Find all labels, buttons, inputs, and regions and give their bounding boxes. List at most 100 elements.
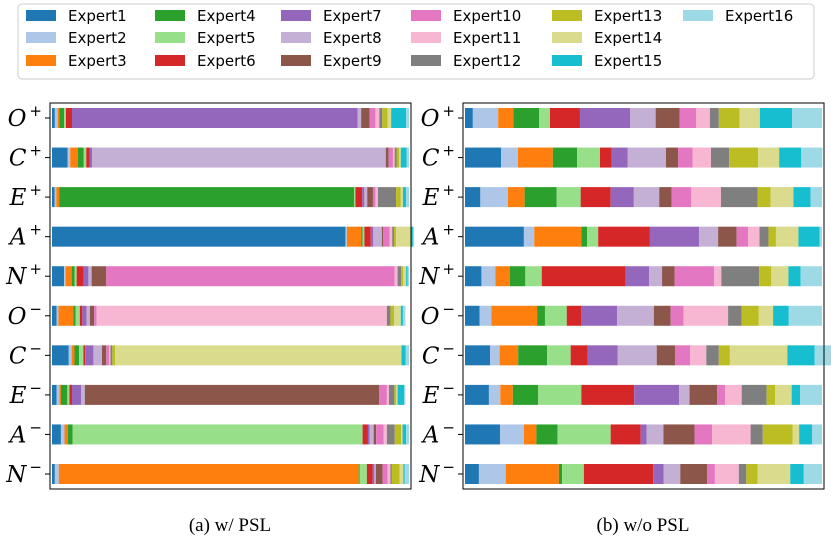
legend-swatch-expert7 bbox=[281, 10, 311, 21]
bar-eminus-expert6 bbox=[581, 384, 635, 405]
bar-nplus-expert6 bbox=[541, 266, 626, 287]
bar-nplus-expert9 bbox=[91, 266, 107, 287]
bar-aplus-expert2 bbox=[523, 226, 535, 247]
bar-aplus-expert16 bbox=[819, 226, 822, 247]
bar-eplus-expert14 bbox=[770, 187, 794, 208]
bar-oplus-expert16 bbox=[406, 108, 409, 128]
bar-eplus-expert6 bbox=[355, 187, 363, 208]
bar-nplus-expert8 bbox=[88, 266, 92, 287]
bar-aplus-expert7 bbox=[370, 226, 374, 247]
bar-nplus-expert14 bbox=[403, 266, 407, 287]
bar-aplus-expert12 bbox=[759, 226, 769, 247]
bar-eplus-expert2 bbox=[54, 187, 57, 208]
legend-label-expert14: Expert14 bbox=[594, 29, 662, 47]
bar-cplus-expert15 bbox=[779, 147, 802, 168]
bar-eminus-expert4 bbox=[60, 384, 68, 405]
bar-nminus-expert11 bbox=[714, 464, 739, 484]
bar-oplus-expert7 bbox=[71, 108, 358, 128]
bar-oplus-expert8 bbox=[630, 108, 656, 128]
bar-aplus-expert14 bbox=[396, 226, 412, 247]
bar-nminus-expert16 bbox=[803, 464, 822, 484]
bar-eminus-expert5 bbox=[67, 384, 70, 405]
bar-eminus-expert10 bbox=[379, 384, 387, 405]
bar-eminus-expert8 bbox=[81, 384, 85, 405]
bar-aminus-expert2 bbox=[60, 424, 65, 445]
bar-oplus-expert6 bbox=[549, 108, 580, 128]
bar-eminus-expert15 bbox=[397, 384, 405, 405]
bar-oplus-expert13 bbox=[382, 108, 388, 128]
plot-frame-b bbox=[462, 102, 825, 490]
bar-ominus-expert12 bbox=[728, 305, 742, 326]
bar-oplus-expert11 bbox=[375, 108, 380, 128]
bar-cminus-expert3 bbox=[499, 345, 519, 366]
legend-swatch-expert14 bbox=[552, 32, 582, 43]
legend-label-expert4: Expert4 bbox=[197, 7, 256, 25]
bar-aminus-expert14 bbox=[792, 424, 800, 445]
bar-aminus-expert7 bbox=[640, 424, 647, 445]
bar-aminus-expert3 bbox=[523, 424, 537, 445]
bar-eminus-expert1 bbox=[465, 384, 489, 405]
y-tick-label: A + bbox=[421, 221, 455, 251]
bar-cplus-expert13 bbox=[729, 147, 759, 168]
bar-nplus-expert6 bbox=[76, 266, 84, 287]
bar-nplus-expert3 bbox=[495, 266, 510, 287]
y-tick-label: O − bbox=[421, 300, 455, 330]
bar-eminus-expert13 bbox=[766, 384, 776, 405]
bar-eplus-expert7 bbox=[362, 187, 365, 208]
bar-nplus-expert5 bbox=[525, 266, 542, 287]
bar-oplus-expert14 bbox=[739, 108, 760, 128]
bar-cminus-expert6 bbox=[83, 345, 86, 366]
bar-nminus-expert2 bbox=[478, 464, 506, 484]
bar-eplus-expert5 bbox=[556, 187, 581, 208]
bar-aplus-expert16 bbox=[412, 226, 414, 247]
bar-nminus-expert3 bbox=[58, 464, 359, 484]
bar-eplus-expert3 bbox=[56, 187, 60, 208]
bar-aplus-expert1 bbox=[52, 226, 346, 247]
y-tick-label: C + bbox=[9, 142, 42, 172]
bar-cminus-expert12 bbox=[110, 345, 113, 366]
bar-nplus-expert10 bbox=[106, 266, 395, 287]
bar-oplus-expert10 bbox=[369, 108, 376, 128]
bar-aplus-expert12 bbox=[392, 226, 395, 247]
legend-label-expert9: Expert9 bbox=[323, 52, 382, 70]
bar-eminus-expert11 bbox=[725, 384, 742, 405]
bar-cminus-expert1 bbox=[52, 345, 69, 366]
bar-nminus-expert15 bbox=[790, 464, 804, 484]
bar-cplus-expert7 bbox=[89, 147, 92, 168]
bar-aminus-expert15 bbox=[402, 424, 407, 445]
bar-aminus-expert13 bbox=[394, 424, 402, 445]
bar-eplus-expert9 bbox=[367, 187, 373, 208]
bar-ominus-expert10 bbox=[94, 305, 97, 326]
bar-aminus-expert12 bbox=[386, 424, 395, 445]
bar-cplus-expert8 bbox=[91, 147, 386, 168]
bar-nminus-expert7 bbox=[372, 464, 375, 484]
bar-ominus-expert15 bbox=[400, 305, 403, 326]
bar-eplus-expert1 bbox=[52, 187, 55, 208]
bar-oplus-expert15 bbox=[759, 108, 793, 128]
bar-aminus-expert14 bbox=[401, 424, 403, 445]
bar-eminus-expert2 bbox=[488, 384, 501, 405]
bar-aplus-expert11 bbox=[748, 226, 760, 247]
bar-nminus-expert15 bbox=[403, 464, 405, 484]
legend-swatch-expert16 bbox=[683, 10, 713, 21]
legend: Expert1 Expert2 Expert3 Expert4 Expert5 Exper… bbox=[26, 7, 793, 70]
bar-oplus-expert2 bbox=[54, 108, 58, 128]
legend-swatch-expert9 bbox=[281, 55, 311, 66]
legend-swatch-expert6 bbox=[155, 55, 185, 66]
bar-cplus-expert12 bbox=[394, 147, 397, 168]
bar-nminus-expert4 bbox=[558, 464, 563, 484]
bar-cplus-expert8 bbox=[627, 147, 666, 168]
bar-aminus-expert2 bbox=[499, 424, 524, 445]
bar-aplus-expert6 bbox=[598, 226, 650, 247]
bar-cplus-expert2 bbox=[67, 147, 71, 168]
bar-ominus-expert9 bbox=[653, 305, 671, 326]
y-tick-label: C − bbox=[422, 339, 455, 369]
bar-cminus-expert7 bbox=[85, 345, 94, 366]
bar-eminus-expert16 bbox=[800, 384, 822, 405]
bar-ominus-expert16 bbox=[788, 305, 822, 326]
legend-label-expert12: Expert12 bbox=[453, 52, 521, 70]
y-tick-label: O + bbox=[421, 102, 455, 132]
legend-swatch-expert10 bbox=[411, 10, 441, 21]
legend-label-expert13: Expert13 bbox=[594, 7, 662, 25]
bar-cminus-expert12 bbox=[706, 345, 719, 366]
